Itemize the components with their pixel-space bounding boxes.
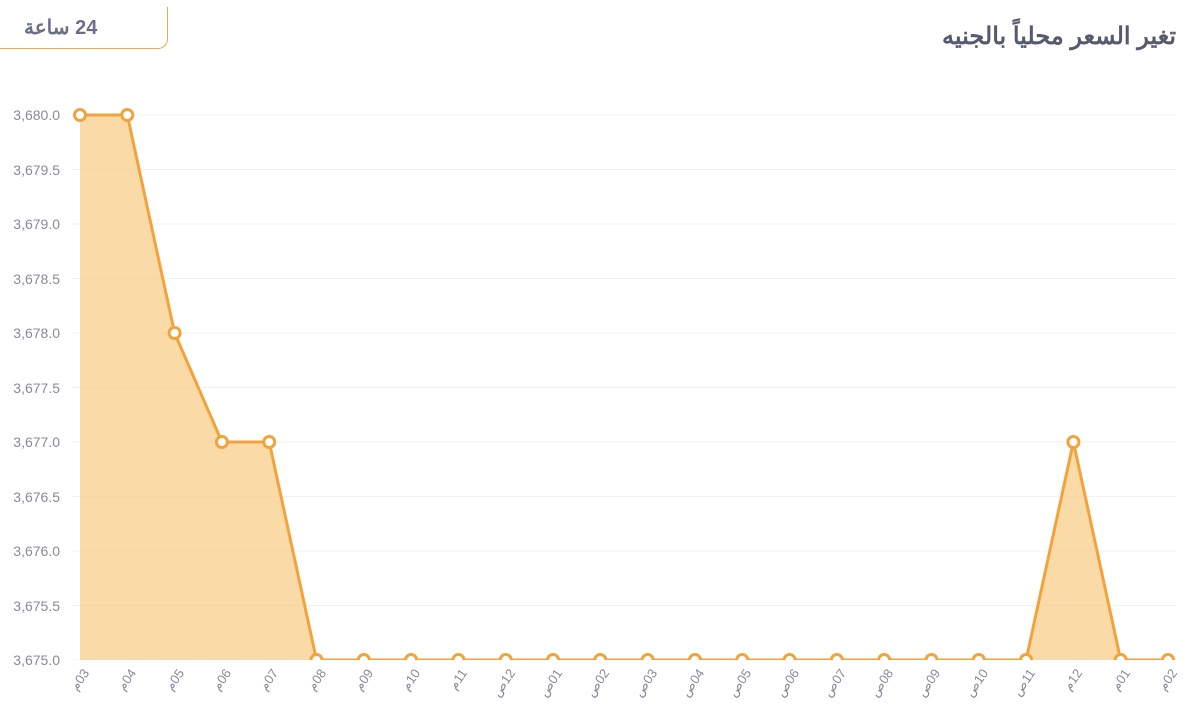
y-tick-label: 3,678.5 xyxy=(13,271,60,287)
y-tick-label: 3,678.0 xyxy=(13,325,60,341)
x-tick-label: 02ص xyxy=(583,666,613,700)
x-tick-label: 07م xyxy=(256,666,282,694)
x-tick-label: 10ص xyxy=(961,666,991,700)
y-axis-labels: 3,675.03,675.53,676.03,676.53,677.03,677… xyxy=(0,95,68,660)
x-tick-label: 08ص xyxy=(867,666,897,700)
y-tick-label: 3,677.0 xyxy=(13,434,60,450)
chart-svg xyxy=(72,95,1176,660)
y-tick-label: 3,675.5 xyxy=(13,598,60,614)
x-tick-label: 09ص xyxy=(914,666,944,700)
x-tick-label: 06ص xyxy=(772,666,802,700)
x-tick-label: 04م xyxy=(114,666,140,694)
x-tick-label: 10م xyxy=(398,666,424,694)
y-tick-label: 3,679.0 xyxy=(13,216,60,232)
y-tick-label: 3,675.0 xyxy=(13,652,60,668)
x-tick-label: 01ص xyxy=(536,666,566,700)
y-tick-label: 3,676.0 xyxy=(13,543,60,559)
x-tick-label: 01م xyxy=(1108,666,1134,694)
y-tick-label: 3,680.0 xyxy=(13,107,60,123)
chart-title: تغير السعر محلياً بالجنيه xyxy=(942,22,1176,51)
x-tick-label: 03ص xyxy=(630,666,660,700)
chart-plot-area xyxy=(72,95,1176,660)
x-tick-label: 11م xyxy=(446,666,471,693)
y-tick-label: 3,677.5 xyxy=(13,380,60,396)
x-tick-label: 02م xyxy=(1155,666,1181,694)
x-tick-label: 04ص xyxy=(678,666,708,700)
x-tick-label: 12م xyxy=(1060,666,1086,694)
x-tick-label: 05ص xyxy=(725,666,755,700)
x-tick-label: 09م xyxy=(351,666,377,694)
x-tick-label: 12ص xyxy=(488,666,518,700)
chart-container: 24 ساعة تغير السعر محلياً بالجنيه 3,675.… xyxy=(0,0,1200,708)
x-tick-label: 08م xyxy=(304,666,330,694)
x-tick-label: 03م xyxy=(67,666,93,694)
time-range-tab[interactable]: 24 ساعة xyxy=(0,7,168,49)
y-tick-label: 3,679.5 xyxy=(13,162,60,178)
x-axis-labels: 03م04م05م06م07م08م09م10م11م12ص01ص02ص03ص0… xyxy=(72,660,1176,708)
x-tick-label: 05م xyxy=(162,666,188,694)
y-tick-label: 3,676.5 xyxy=(13,489,60,505)
chart-header: 24 ساعة تغير السعر محلياً بالجنيه xyxy=(0,0,1200,72)
x-tick-label: 06م xyxy=(209,666,235,694)
x-tick-label: 07ص xyxy=(820,666,850,700)
x-tick-label: 11ص xyxy=(1009,666,1039,699)
